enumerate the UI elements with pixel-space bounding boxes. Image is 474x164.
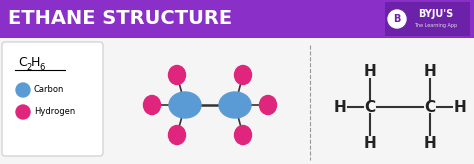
Circle shape	[388, 10, 406, 28]
FancyBboxPatch shape	[2, 42, 103, 156]
Ellipse shape	[219, 92, 251, 118]
Ellipse shape	[168, 65, 185, 84]
Ellipse shape	[235, 125, 252, 144]
Text: BYJU'S: BYJU'S	[419, 9, 454, 19]
Text: H: H	[364, 135, 376, 151]
Circle shape	[16, 105, 30, 119]
Text: 2: 2	[26, 62, 31, 72]
Text: Carbon: Carbon	[34, 85, 64, 94]
Text: H: H	[31, 55, 40, 69]
Ellipse shape	[169, 92, 201, 118]
Text: H: H	[424, 135, 437, 151]
Text: 6: 6	[39, 62, 45, 72]
Circle shape	[16, 83, 30, 97]
Ellipse shape	[259, 95, 276, 114]
Bar	[0, 0, 474, 38]
Text: C: C	[424, 100, 436, 114]
Bar	[385, 2, 470, 36]
Text: ETHANE STRUCTURE: ETHANE STRUCTURE	[8, 10, 232, 29]
Text: B: B	[393, 14, 401, 24]
Text: Hydrogen: Hydrogen	[34, 107, 75, 116]
Text: The Learning App: The Learning App	[414, 22, 457, 28]
Ellipse shape	[168, 125, 185, 144]
Text: H: H	[364, 63, 376, 79]
Text: C: C	[365, 100, 375, 114]
Ellipse shape	[144, 95, 161, 114]
Text: H: H	[334, 100, 346, 114]
Text: H: H	[424, 63, 437, 79]
Text: C: C	[18, 55, 27, 69]
Text: H: H	[454, 100, 466, 114]
Ellipse shape	[235, 65, 252, 84]
